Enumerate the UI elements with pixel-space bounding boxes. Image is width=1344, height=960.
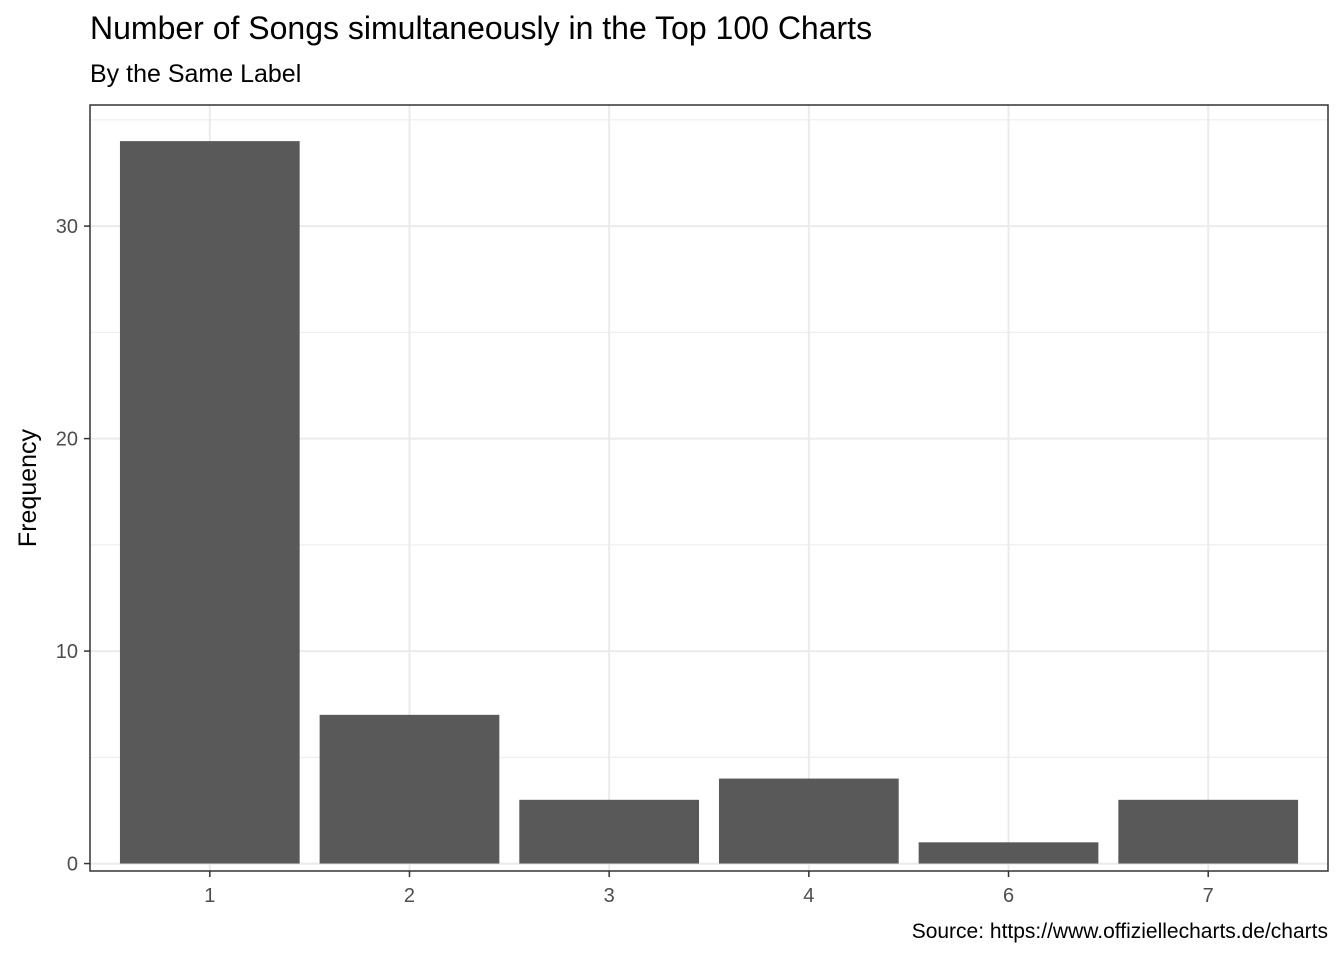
x-tick-label: 3	[604, 885, 615, 907]
x-tick-label: 1	[204, 885, 215, 907]
chart-caption: Source: https://www.offiziellecharts.de/…	[911, 920, 1328, 943]
y-tick-label: 30	[56, 216, 78, 238]
bar	[119, 141, 300, 864]
y-axis-title: Frequency	[14, 428, 42, 547]
bar	[519, 799, 700, 864]
chart-subtitle: By the Same Label	[90, 60, 302, 88]
panel-border	[89, 104, 1329, 872]
bars	[119, 141, 1299, 864]
x-tick-label: 4	[803, 885, 814, 907]
y-axis: 0 10 20 30	[56, 216, 90, 876]
x-axis: 1 2 3 4 6 7	[204, 871, 1214, 907]
y-tick-label: 0	[67, 854, 78, 876]
chart-title: Number of Songs simultaneously in the To…	[90, 10, 873, 46]
bar	[718, 778, 899, 864]
bar	[918, 842, 1099, 864]
bar	[1118, 799, 1299, 864]
bar	[319, 714, 500, 864]
x-tick-label: 6	[1003, 885, 1014, 907]
x-tick-label: 2	[404, 885, 415, 907]
x-tick-label: 7	[1203, 885, 1214, 907]
y-tick-label: 20	[56, 429, 78, 451]
y-tick-label: 10	[56, 641, 78, 663]
